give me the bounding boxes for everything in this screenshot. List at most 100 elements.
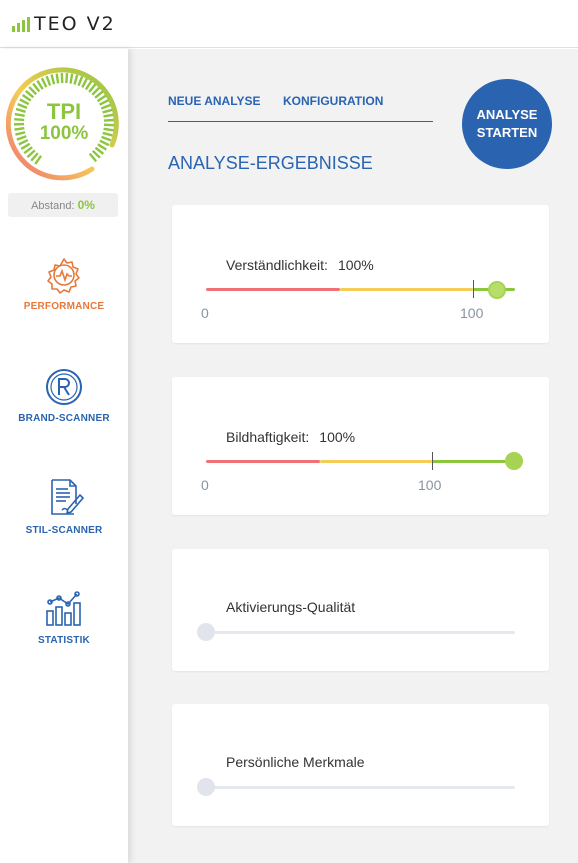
gauge-tick <box>16 135 27 141</box>
gauge-tick <box>20 142 31 150</box>
gauge-tick <box>102 131 113 137</box>
gauge-tick <box>30 152 39 162</box>
result-card-verstaendlichkeit: Verständlichkeit: 100% 0 100 <box>172 205 549 343</box>
scale-tick-100 <box>473 280 474 298</box>
metric-name: Aktivierungs-Qualität <box>226 599 356 615</box>
gauge-tick <box>34 155 43 165</box>
scale-min-label: 0 <box>201 305 209 321</box>
gauge-tick <box>102 108 113 114</box>
app-header: TEO V2 <box>0 0 578 48</box>
gauge-tick <box>100 103 112 110</box>
gauge-tick <box>103 113 114 118</box>
slider-knob[interactable] <box>197 623 215 641</box>
gauge-tick <box>23 146 33 155</box>
gauge-tick <box>15 131 26 136</box>
result-card-aktivierungs-qualitaet: Aktivierungs-Qualität <box>172 549 549 671</box>
sidebar-item-stil-scanner[interactable]: STIL-SCANNER <box>0 477 128 536</box>
scale-track-empty <box>206 631 515 634</box>
gauge-tick <box>94 90 104 99</box>
result-card-bildhaftigkeit: Bildhaftigkeit: 100% 0 100 <box>172 377 549 515</box>
gauge-tick <box>103 127 114 132</box>
gauge-tick <box>28 86 38 96</box>
start-button-line2: STARTEN <box>476 125 538 140</box>
gauge-tick <box>14 127 25 131</box>
tpi-label: TPI <box>46 99 82 124</box>
gauge-tick <box>45 75 52 86</box>
sidebar-item-performance[interactable]: PERFORMANCE <box>0 255 128 312</box>
scale-segment-yellow <box>320 460 432 463</box>
app-logo[interactable]: TEO V2 <box>12 12 116 36</box>
gauge-tick <box>73 74 79 85</box>
registered-icon <box>46 369 82 405</box>
card-label: Bildhaftigkeit: 100% <box>226 429 355 445</box>
metric-name: Verständlichkeit: <box>226 257 328 273</box>
scale-segment-yellow <box>340 288 473 291</box>
gauge-tick <box>50 74 56 85</box>
gauge-tick <box>32 82 41 93</box>
gauge-tick <box>17 103 28 110</box>
slider-knob[interactable] <box>197 778 215 796</box>
gauge-tick <box>99 139 110 147</box>
result-card-persoenliche-merkmale: Persönliche Merkmale <box>172 704 549 826</box>
metric-name: Bildhaftigkeit: <box>226 429 310 445</box>
scale-mark-label: 100 <box>460 305 484 321</box>
tpi-value: 100% <box>39 123 89 144</box>
scale-track-empty <box>206 786 515 789</box>
gauge-tick <box>21 94 32 102</box>
gauge-tick <box>36 80 44 90</box>
tab-bar: NEUE ANALYSE KONFIGURATION <box>168 94 433 122</box>
scale-segment-green <box>432 460 516 463</box>
tpi-gauge <box>6 67 119 181</box>
metric-name: Persönliche Merkmale <box>226 754 365 770</box>
sidebar-item-label: STATISTIK <box>38 635 90 646</box>
bar-chart-icon <box>46 591 81 626</box>
gauge-tick <box>91 149 101 159</box>
gauge-tick <box>88 83 97 93</box>
main-content: NEUE ANALYSE KONFIGURATION ANALYSE START… <box>128 49 578 863</box>
sidebar-item-brand-scanner[interactable]: BRAND-SCANNER <box>0 367 128 424</box>
abstand-value: 0% <box>77 198 95 212</box>
gauge-ticks <box>13 72 115 165</box>
gauge-tick <box>99 99 110 106</box>
gauge-tick <box>84 80 93 91</box>
sidebar-item-label: STIL-SCANNER <box>25 525 103 536</box>
gauge-tick <box>81 77 88 88</box>
gauge-tick <box>14 117 25 122</box>
scale-segment-red <box>206 288 340 291</box>
gauge-tick <box>103 118 114 122</box>
tab-neue-analyse[interactable]: NEUE ANALYSE <box>168 94 261 108</box>
gauge-tick <box>77 75 84 87</box>
logo-text: TEO V2 <box>34 13 116 35</box>
gauge-tick <box>88 152 98 163</box>
sidebar: TPI 100% Abstand: 0% PERFORMANCE BRAND-S… <box>0 49 128 863</box>
metric-value: 100% <box>337 257 374 273</box>
gauge-tick <box>69 73 74 84</box>
gauge-tick <box>96 94 107 103</box>
gauge-tick <box>55 73 60 84</box>
start-button-line1: ANALYSE <box>476 107 538 122</box>
metric-value: 100% <box>319 429 356 445</box>
sidebar-item-label: BRAND-SCANNER <box>18 413 110 424</box>
gauge-tick <box>14 112 25 118</box>
abstand-badge: Abstand: 0% <box>8 193 118 217</box>
gauge-tick <box>40 77 48 88</box>
analyse-starten-button[interactable]: ANALYSE STARTEN <box>462 79 552 169</box>
gauge-tick <box>15 107 26 113</box>
gauge-tick <box>94 146 105 155</box>
document-pen-icon <box>51 479 84 515</box>
tab-konfiguration[interactable]: KONFIGURATION <box>283 94 384 108</box>
gear-pulse-icon <box>47 258 80 294</box>
scale-min-label: 0 <box>201 477 209 493</box>
scale-segment-red <box>206 460 320 463</box>
gauge-tick <box>101 135 112 142</box>
slider-knob[interactable] <box>488 281 506 299</box>
sidebar-item-statistik[interactable]: STATISTIK <box>0 589 128 646</box>
slider-knob[interactable] <box>505 452 523 470</box>
gauge-tick <box>65 73 69 84</box>
card-label: Verständlichkeit: 100% <box>226 257 374 273</box>
gauge-tick <box>91 86 101 96</box>
sidebar-item-label: PERFORMANCE <box>23 301 105 312</box>
scale-mark-label: 100 <box>418 477 442 493</box>
scale-tick-100 <box>432 452 433 470</box>
gauge-tick <box>19 98 30 106</box>
